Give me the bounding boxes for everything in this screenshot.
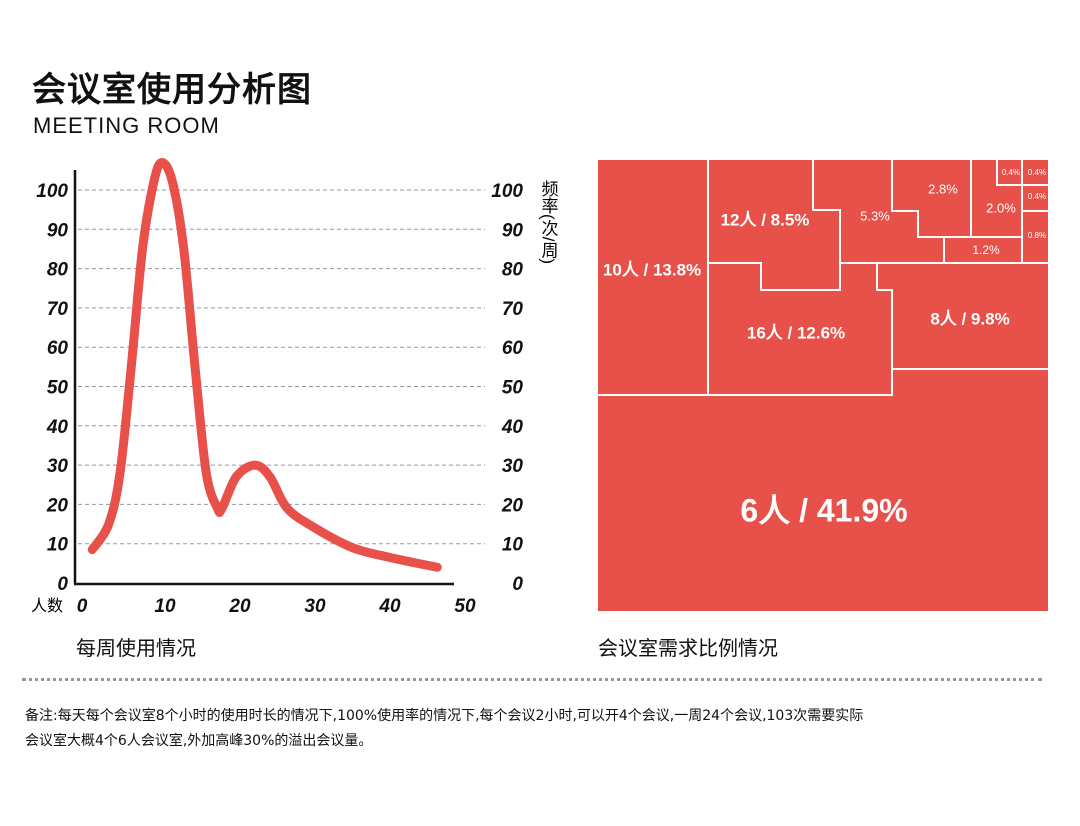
footnote-line-1: 备注:每天每个会议室8个小时的使用时长的情况下,100%使用率的情况下,每个会议… bbox=[25, 708, 864, 724]
footnote: 备注:每天每个会议室8个小时的使用时长的情况下,100%使用率的情况下,每个会议… bbox=[25, 704, 1065, 754]
treemap-cell-label: 0.4% bbox=[1028, 192, 1046, 201]
treemap-cell-label: 2.8% bbox=[928, 181, 958, 196]
treemap-cell-label: 0.4% bbox=[1002, 168, 1020, 177]
y-tick-label-right: 20 bbox=[501, 495, 524, 516]
y-tick-label-left: 20 bbox=[46, 495, 69, 516]
y-tick-label-right: 100 bbox=[491, 181, 523, 202]
x-tick-label: 50 bbox=[454, 596, 476, 617]
treemap-cell-label: 16人 / 12.6% bbox=[747, 323, 845, 342]
y-tick-label-left: 70 bbox=[47, 299, 69, 320]
treemap-borders bbox=[598, 160, 1048, 396]
treemap-cell-label: 10人 / 13.8% bbox=[603, 260, 701, 279]
x-tick-label: 30 bbox=[304, 596, 326, 617]
line-chart-caption: 每周使用情况 bbox=[76, 636, 196, 660]
y-tick-label-right: 40 bbox=[501, 417, 524, 438]
y-tick-label-right: 10 bbox=[502, 535, 524, 556]
y-tick-label-right: 50 bbox=[502, 378, 524, 399]
page-subtitle: MEETING ROOM bbox=[33, 113, 220, 138]
y-tick-label-right: 90 bbox=[502, 220, 524, 241]
treemap: 6人 / 41.9% 10人 / 13.8% 16人 / 12.6% 8人 / 9.8… bbox=[598, 160, 1048, 611]
treemap-cell-label: 5.3% bbox=[860, 208, 890, 223]
y-tick-label-left: 60 bbox=[47, 338, 69, 359]
series-line bbox=[87, 157, 442, 572]
gridlines bbox=[78, 189, 485, 545]
treemap-cell-label: 8人 / 9.8% bbox=[930, 309, 1009, 328]
treemap-cell-label: 6人 / 41.9% bbox=[740, 492, 907, 528]
treemap-cell-label: 0.4% bbox=[1028, 168, 1046, 177]
treemap-caption: 会议室需求比例情况 bbox=[598, 636, 778, 660]
treemap-area bbox=[598, 160, 1048, 611]
treemap-cell-label: 0.8% bbox=[1028, 231, 1046, 240]
y-tick-label-left: 10 bbox=[47, 535, 69, 556]
treemap-cell-label: 1.2% bbox=[972, 243, 1000, 257]
x-tick-label: 10 bbox=[154, 596, 176, 617]
treemap-cell-label: 12人 / 8.5% bbox=[721, 210, 810, 229]
x-tick-label: 20 bbox=[228, 596, 251, 617]
y-axis-label: 频率(次/周) bbox=[539, 180, 559, 264]
y-tick-label-right: 30 bbox=[502, 456, 524, 477]
footnote-line-2: 会议室大概4个6人会议室,外加高峰30%的溢出会议量。 bbox=[25, 733, 373, 749]
x-tick-label: 40 bbox=[378, 596, 401, 617]
y-tick-label-right: 0 bbox=[512, 574, 523, 595]
x-tick-label: 0 bbox=[77, 596, 88, 617]
y-tick-label-left: 50 bbox=[47, 378, 69, 399]
treemap-cell-label: 2.0% bbox=[986, 200, 1016, 215]
page-title: 会议室使用分析图 bbox=[32, 70, 312, 110]
y-tick-label-right: 60 bbox=[502, 338, 524, 359]
y-tick-label-left: 90 bbox=[47, 220, 69, 241]
y-tick-label-left: 100 bbox=[36, 181, 68, 202]
x-axis-label: 人数 bbox=[31, 597, 63, 615]
y-tick-label-right: 80 bbox=[502, 260, 524, 281]
y-tick-label-left: 80 bbox=[47, 260, 69, 281]
y-tick-label-right: 70 bbox=[502, 299, 524, 320]
y-tick-label-left: 40 bbox=[46, 417, 69, 438]
y-tick-label-left: 30 bbox=[47, 456, 69, 477]
divider bbox=[22, 678, 1042, 681]
y-tick-label-left: 0 bbox=[57, 574, 68, 595]
